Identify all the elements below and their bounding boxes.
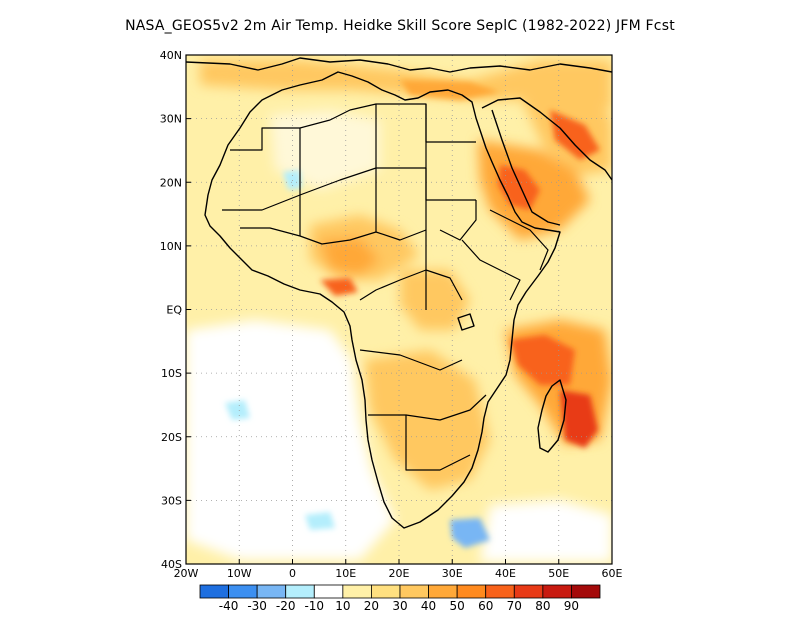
latitude-tick-labels: 40N 30N 20N 10N EQ 10S 20S 30S 40S <box>160 49 191 571</box>
low-skill-south-indian <box>480 500 612 562</box>
colorbar-label: -30 <box>247 599 267 613</box>
longitude-tick-labels: 20W 10W 0 10E 20E 30E 40E 50E 60E <box>174 559 623 580</box>
colorbar-label: 50 <box>450 599 465 613</box>
skill-negative-atlantic <box>225 400 250 420</box>
skill-core-mozambique-channel <box>510 335 575 385</box>
colorbar-swatch <box>199 584 229 599</box>
border-horn <box>489 209 549 271</box>
lon-tick-label: 20E <box>389 567 410 580</box>
skill-negative-south-atlantic <box>305 512 335 530</box>
lat-tick-label: 20N <box>160 176 182 189</box>
colorbar-swatch <box>485 584 515 599</box>
colorbar-label: 40 <box>421 599 436 613</box>
lat-tick-label: 20S <box>161 431 182 444</box>
colorbar-swatch <box>513 584 544 599</box>
lake-victoria <box>457 313 475 331</box>
lon-tick-label: 30E <box>442 567 463 580</box>
lat-tick-label: 40S <box>161 558 182 571</box>
lat-tick-label: 40N <box>160 49 182 62</box>
border-east-africa <box>461 239 521 301</box>
low-skill-atlantic <box>186 320 395 560</box>
colorbar-label: 60 <box>478 599 493 613</box>
lat-tick-label: 30N <box>160 113 182 126</box>
colorbar-label: 10 <box>335 599 350 613</box>
coastlines <box>186 57 612 529</box>
europe-coastline <box>186 57 612 73</box>
lon-tick-label: 50E <box>548 567 569 580</box>
graticule <box>186 55 612 564</box>
lon-tick-label: 20W <box>174 567 199 580</box>
red-sea-east-coast <box>491 109 561 226</box>
colorbar-swatch <box>371 584 401 599</box>
colorbar-label: 90 <box>564 599 579 613</box>
lon-tick-label: 10W <box>227 567 252 580</box>
colorbar-label: -40 <box>219 599 239 613</box>
skill-score-field <box>186 55 612 564</box>
skill-core-gulf-of-guinea <box>320 278 358 296</box>
colorbar-label: 80 <box>535 599 550 613</box>
africa-coastline <box>204 71 561 529</box>
skill-negative-cape <box>450 518 490 548</box>
colorbar-label: 70 <box>507 599 522 613</box>
national-borders <box>222 103 549 471</box>
colorbar: -40 -30 -20 -10 10 20 30 40 50 60 70 80 90 <box>199 584 601 613</box>
lon-tick-label: 0 <box>289 567 296 580</box>
border-ethiopia-sudan <box>439 200 477 241</box>
border-southern-africa-2 <box>405 394 487 421</box>
colorbar-swatch <box>285 584 315 599</box>
colorbar-label: 20 <box>364 599 379 613</box>
colorbar-swatch <box>542 584 572 599</box>
colorbar-label: -10 <box>304 599 324 613</box>
colorbar-swatch <box>456 584 487 599</box>
skill-core-arabia <box>550 110 600 160</box>
chart-title: NASA_GEOS5v2 2m Air Temp. Heidke Skill S… <box>125 18 675 34</box>
skill-patch-southern-africa <box>365 350 490 490</box>
lat-tick-label: 10S <box>161 367 182 380</box>
border-congo-south <box>359 349 463 371</box>
skill-core-madagascar <box>560 390 598 448</box>
lon-tick-label: 10E <box>335 567 356 580</box>
lat-tick-label: 10N <box>160 240 182 253</box>
lon-tick-label: 60E <box>602 567 623 580</box>
colorbar-swatch <box>313 584 344 599</box>
border-southern-africa <box>368 414 471 471</box>
colorbar-swatch <box>342 584 372 599</box>
low-skill-northwest <box>270 110 380 190</box>
colorbar-label: 30 <box>392 599 407 613</box>
lat-tick-label: EQ <box>166 304 182 317</box>
lat-tick-label: 30S <box>161 494 182 507</box>
arabian-peninsula-coastline <box>481 97 612 181</box>
colorbar-label: -20 <box>276 599 296 613</box>
madagascar-coastline <box>537 379 567 453</box>
border-west-africa <box>240 227 427 245</box>
border-congo <box>359 269 463 301</box>
colorbar-swatch <box>399 584 429 599</box>
colorbar-swatch <box>571 584 601 599</box>
colorbar-swatch <box>256 584 287 599</box>
colorbar-swatch <box>428 584 458 599</box>
skill-patch-nigeria <box>320 238 380 275</box>
colorbar-swatch <box>228 584 258 599</box>
lon-tick-label: 40E <box>495 567 516 580</box>
